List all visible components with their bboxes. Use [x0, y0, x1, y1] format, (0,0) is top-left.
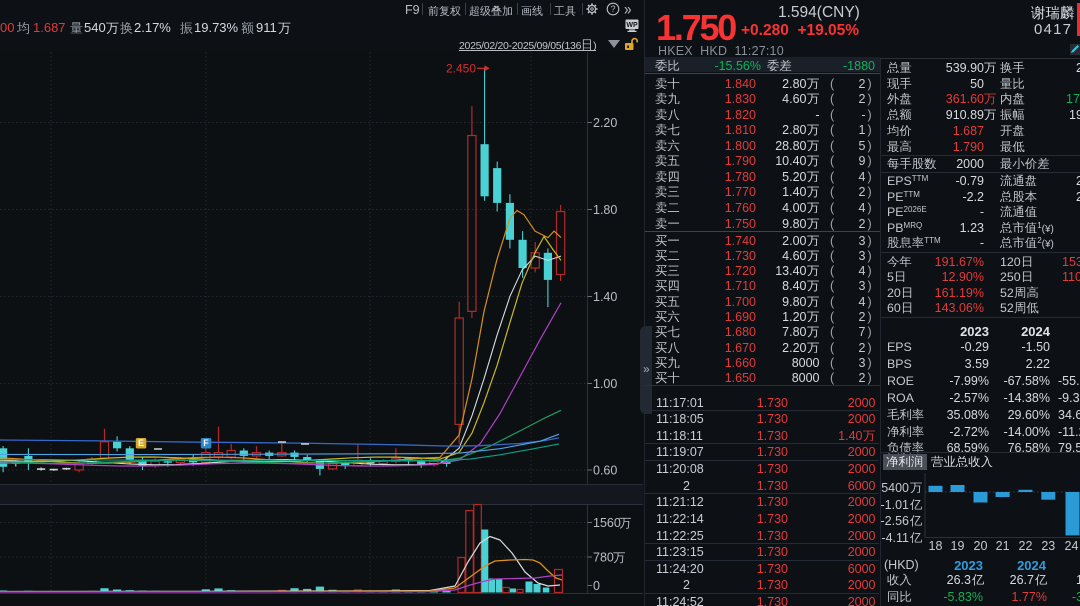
svg-text:0.60: 0.60	[593, 463, 617, 477]
svg-text:2.450: 2.450	[446, 62, 476, 76]
svg-text:F: F	[203, 438, 209, 448]
svg-text:1.40: 1.40	[593, 290, 617, 304]
svg-text:E: E	[138, 438, 144, 448]
svg-text:WP: WP	[626, 22, 638, 29]
svg-text:?: ?	[610, 4, 615, 14]
svg-text:0: 0	[593, 579, 600, 593]
svg-text:780: 780	[593, 550, 614, 564]
svg-text:2.20: 2.20	[593, 116, 617, 130]
svg-text:1.80: 1.80	[593, 203, 617, 217]
svg-text:1560: 1560	[593, 516, 621, 530]
svg-text:1.00: 1.00	[593, 377, 617, 391]
